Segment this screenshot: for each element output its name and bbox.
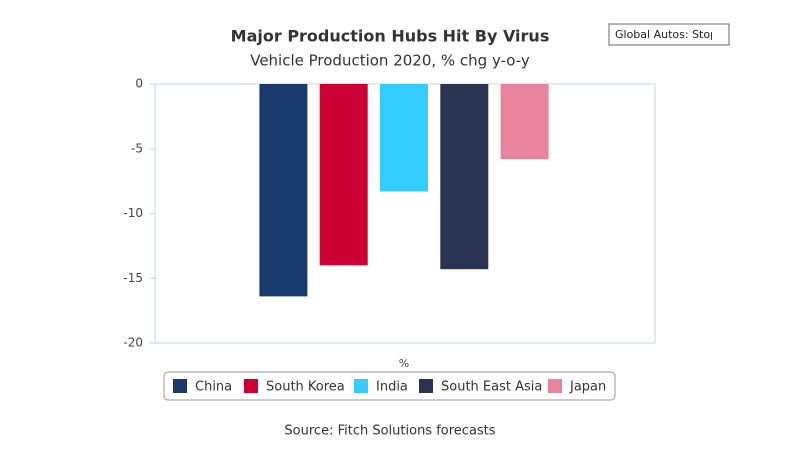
legend-label: China — [195, 380, 232, 395]
chart-title: Major Production Hubs Hit By Virus — [231, 27, 550, 46]
tab-box[interactable] — [608, 23, 730, 46]
y-tick-label: -15 — [123, 271, 143, 285]
chart-subtitle: Vehicle Production 2020, % chg y-o-y — [250, 52, 530, 70]
legend-label: South East Asia — [441, 380, 542, 395]
legend-swatch — [548, 379, 562, 393]
tab-clip: Global Autos: Stopp — [615, 28, 724, 41]
tab-label[interactable]: Global Autos: Stopp — [615, 28, 724, 41]
legend-label: South Korea — [266, 380, 345, 395]
legend-swatch — [173, 379, 187, 393]
y-tick-label: -20 — [123, 336, 143, 350]
legend-swatch — [244, 379, 258, 393]
legend-label: India — [376, 380, 408, 395]
legend-swatch — [419, 379, 433, 393]
bar — [259, 84, 308, 297]
y-tick-label: -5 — [131, 141, 143, 155]
bar — [500, 84, 549, 160]
legend-box — [163, 371, 616, 401]
legend-label: Japan — [569, 380, 606, 395]
legend-swatch — [354, 379, 368, 393]
y-tick-label: -10 — [123, 206, 143, 220]
y-axis-label: % — [399, 357, 409, 370]
bar — [380, 84, 428, 192]
bar — [319, 84, 368, 266]
y-tick-label: 0 — [135, 77, 143, 91]
source-note: Source: Fitch Solutions forecasts — [284, 424, 495, 439]
bar — [440, 84, 489, 270]
